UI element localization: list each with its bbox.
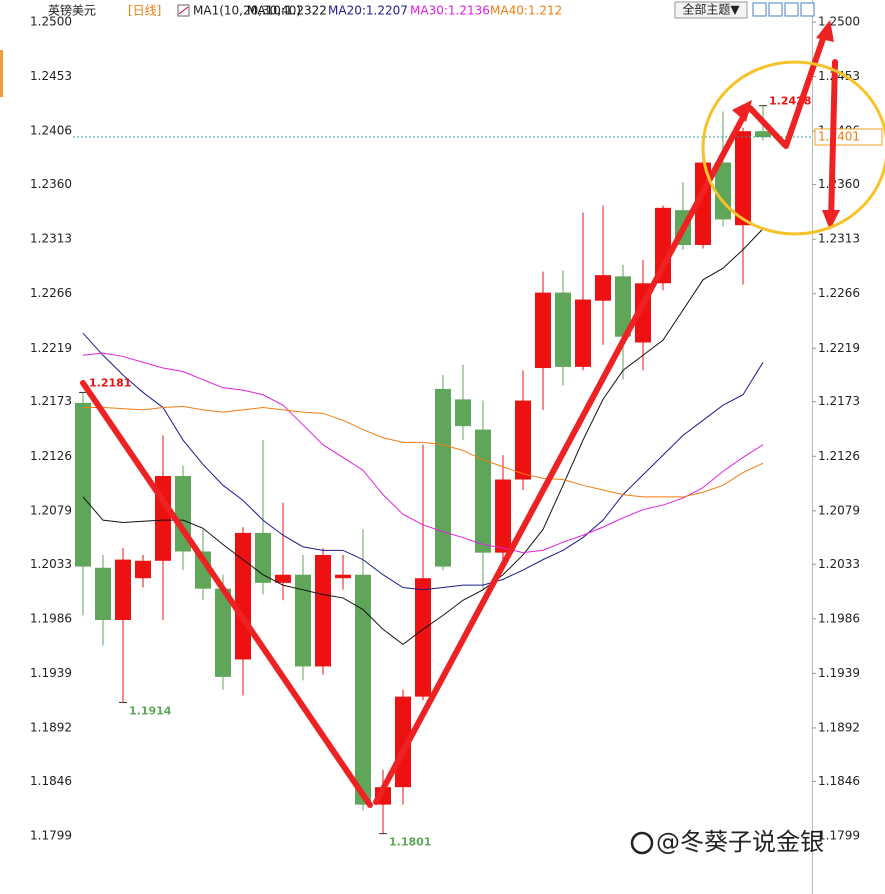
arrow-line [80, 380, 373, 808]
y-tick-label-left: 1.1846 [30, 774, 72, 788]
theme-button-label: 全部主题▼ [682, 2, 740, 17]
y-tick-label: 1.2033 [818, 557, 860, 571]
toolbar [752, 2, 815, 17]
candle-body [475, 429, 491, 553]
extreme-label: 1.1801 [389, 836, 431, 849]
y-tick-label: 1.1892 [818, 720, 860, 734]
y-tick-label-left: 1.2266 [30, 286, 72, 300]
candle-body [455, 399, 471, 427]
candle-body [315, 554, 331, 667]
y-tick-label: 1.2173 [818, 394, 860, 408]
theme-button[interactable] [674, 1, 748, 19]
y-tick-label-left: 1.1892 [30, 720, 72, 734]
y-tick-label-left: 1.2033 [30, 557, 72, 571]
candle-body [115, 559, 131, 620]
y-tick-label-left: 1.2126 [30, 449, 72, 463]
y-tick-label-left: 1.1799 [30, 828, 72, 842]
y-tick-label-left: 1.1939 [30, 666, 72, 680]
current-price-label: 1.2401 [818, 130, 860, 144]
arrow-line [373, 105, 751, 805]
tool-icon[interactable] [784, 2, 799, 17]
candle-body [535, 292, 551, 369]
tool-icon[interactable] [800, 2, 815, 17]
legend-entry: MA20:1.2207 [328, 4, 408, 18]
y-tick-label: 1.2126 [818, 449, 860, 463]
y-tick-label: 1.2266 [818, 286, 860, 300]
y-tick-label: 1.2313 [818, 232, 860, 246]
extreme-label: 1.1914 [129, 704, 172, 717]
y-tick-label: 1.1846 [818, 774, 860, 788]
candle-body [735, 131, 751, 226]
y-tick-label-left: 1.2313 [30, 232, 72, 246]
ma-line [82, 228, 764, 646]
y-tick-label: 1.2219 [818, 341, 860, 355]
legend-entry: MA10:1.2322 [247, 4, 327, 18]
watermark: @冬葵子说金银 [630, 828, 824, 856]
candle-body [595, 275, 611, 301]
legend: MA10:1.2322 MA20:1.2207 MA30:1.2136 MA40:1.… [247, 4, 562, 18]
ma-line [83, 405, 764, 498]
candle-body [495, 479, 511, 553]
hand-drawn-arrows [80, 27, 838, 808]
candle-body [255, 532, 271, 583]
y-tick-label: 1.2079 [818, 503, 860, 517]
y-tick-label-left: 1.2219 [30, 341, 72, 355]
y-tick-label-left: 1.2173 [30, 394, 72, 408]
y-tick-label-left: 1.2453 [30, 69, 72, 83]
candle-body [215, 588, 231, 677]
arrow-heads [732, 20, 840, 230]
candle-body [435, 388, 451, 567]
side-marker [0, 50, 3, 97]
arrow-head [816, 20, 834, 42]
candle-body [615, 276, 631, 337]
y-tick-label-left: 1.2079 [30, 503, 72, 517]
arrow-line [747, 27, 829, 149]
y-tick-label: 1.1799 [818, 828, 860, 842]
candle-body [235, 532, 251, 660]
extreme-label: 1.2181 [89, 376, 131, 389]
indicator-icon-line [178, 6, 189, 15]
y-tick-label-left: 1.2360 [30, 177, 72, 191]
indicator: MA1(10,20,30,40) [193, 4, 301, 18]
ma-line [82, 352, 764, 554]
legend-entry: MA40:1.212 [490, 4, 562, 18]
y-tick-label-left: 1.1986 [30, 611, 72, 625]
arrow-head [822, 210, 840, 230]
chart-title: 英镑美元 [48, 3, 96, 18]
y-tick-label: 1.2500 [818, 15, 860, 29]
candle-body [755, 131, 771, 138]
candle-body [275, 574, 291, 583]
candle-body [515, 400, 531, 480]
legend-entry: MA30:1.2136 [410, 4, 490, 18]
candle-body [135, 560, 151, 579]
tool-icon[interactable] [752, 2, 767, 17]
y-tick-label-left: 1.2406 [30, 124, 72, 138]
y-tick-label: 1.1986 [818, 611, 860, 625]
candle-body [355, 574, 371, 805]
arrow-line [828, 59, 838, 223]
candle-body [575, 299, 591, 367]
candle-body [335, 574, 351, 579]
watermark-text: @冬葵子说金银 [656, 828, 824, 856]
y-tick-label: 1.1939 [818, 666, 860, 680]
candle-body [555, 292, 571, 367]
candle-body [75, 402, 91, 567]
highlight-circle [701, 60, 885, 236]
candle-body [415, 578, 431, 697]
y-tick-label-left: 1.2500 [30, 15, 72, 29]
y-tick-label: 1.2360 [818, 177, 860, 191]
arrow-head [732, 100, 752, 122]
candle-body [95, 567, 111, 620]
plot: 1.25001.25001.24531.24531.24061.24061.23… [30, 15, 883, 849]
candle-body [295, 574, 311, 667]
ma-line [82, 332, 764, 591]
watermark-logo [630, 831, 654, 855]
tool-icon[interactable] [768, 2, 783, 17]
period: [日线] [128, 4, 161, 18]
